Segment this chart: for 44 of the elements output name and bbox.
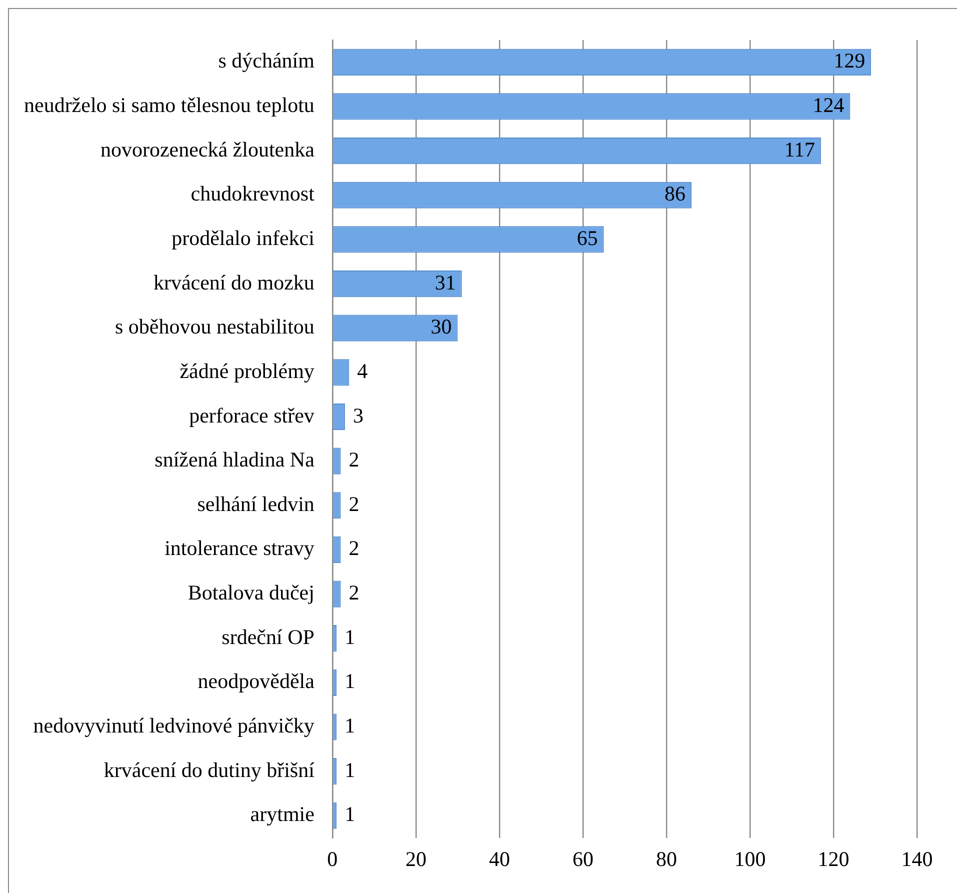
data-label: 124 xyxy=(812,93,845,117)
y-tick-label: srdeční OP xyxy=(222,624,314,649)
data-label: 30 xyxy=(430,314,452,339)
x-tick-label: 60 xyxy=(572,846,594,871)
data-label: 31 xyxy=(434,270,456,294)
x-tick-label: 40 xyxy=(488,846,510,871)
x-tick-label: 80 xyxy=(656,846,677,871)
data-label: 2 xyxy=(348,492,360,516)
y-tick-label: selhání ledvin xyxy=(197,492,315,516)
y-tick-label: s oběhovou nestabilitou xyxy=(114,314,315,339)
data-label: 1 xyxy=(344,758,356,782)
y-tick-label: novorozenecká žloutenka xyxy=(100,137,316,162)
data-label: 117 xyxy=(784,137,815,162)
data-label: 2 xyxy=(348,448,360,472)
data-label: 129 xyxy=(834,48,866,73)
x-tick-label: 140 xyxy=(901,846,933,871)
x-tick-label: 0 xyxy=(327,846,338,871)
data-label: 4 xyxy=(357,358,368,383)
data-label: 2 xyxy=(348,580,360,605)
x-tick-label: 120 xyxy=(818,846,850,871)
data-label: 1 xyxy=(344,714,356,738)
y-tick-label: intolerance stravy xyxy=(164,536,315,560)
y-tick-label: prodělalo infekci xyxy=(172,226,315,250)
y-tick-label: nedovyvinutí ledvinové pánvičky xyxy=(33,714,315,738)
data-label: 86 xyxy=(664,182,686,206)
x-tick-label: 20 xyxy=(405,846,426,871)
y-tick-label: s dýcháním xyxy=(218,48,314,73)
y-tick-label: perforace střev xyxy=(189,403,315,428)
data-label: 1 xyxy=(344,802,356,826)
y-tick-label: neodpověděla xyxy=(198,669,316,694)
y-tick-label: chudokrevnost xyxy=(190,182,315,206)
data-label: 65 xyxy=(576,226,598,250)
y-tick-label: krvácení do mozku xyxy=(153,270,315,294)
data-label: 1 xyxy=(344,624,356,649)
y-tick-label: krvácení do dutiny břišní xyxy=(104,758,315,782)
y-tick-label: žádné problémy xyxy=(180,358,315,383)
x-tick-label: 100 xyxy=(734,846,766,871)
y-tick-label: Botalova dučej xyxy=(188,580,314,605)
y-tick-label: neudrželo si samo tělesnou teplotu xyxy=(24,93,315,117)
y-tick-label: arytmie xyxy=(250,802,314,826)
data-label: 2 xyxy=(348,536,360,560)
data-label: 1 xyxy=(344,669,356,694)
y-tick-label: snížená hladina Na xyxy=(154,448,316,472)
data-label: 3 xyxy=(352,403,364,428)
